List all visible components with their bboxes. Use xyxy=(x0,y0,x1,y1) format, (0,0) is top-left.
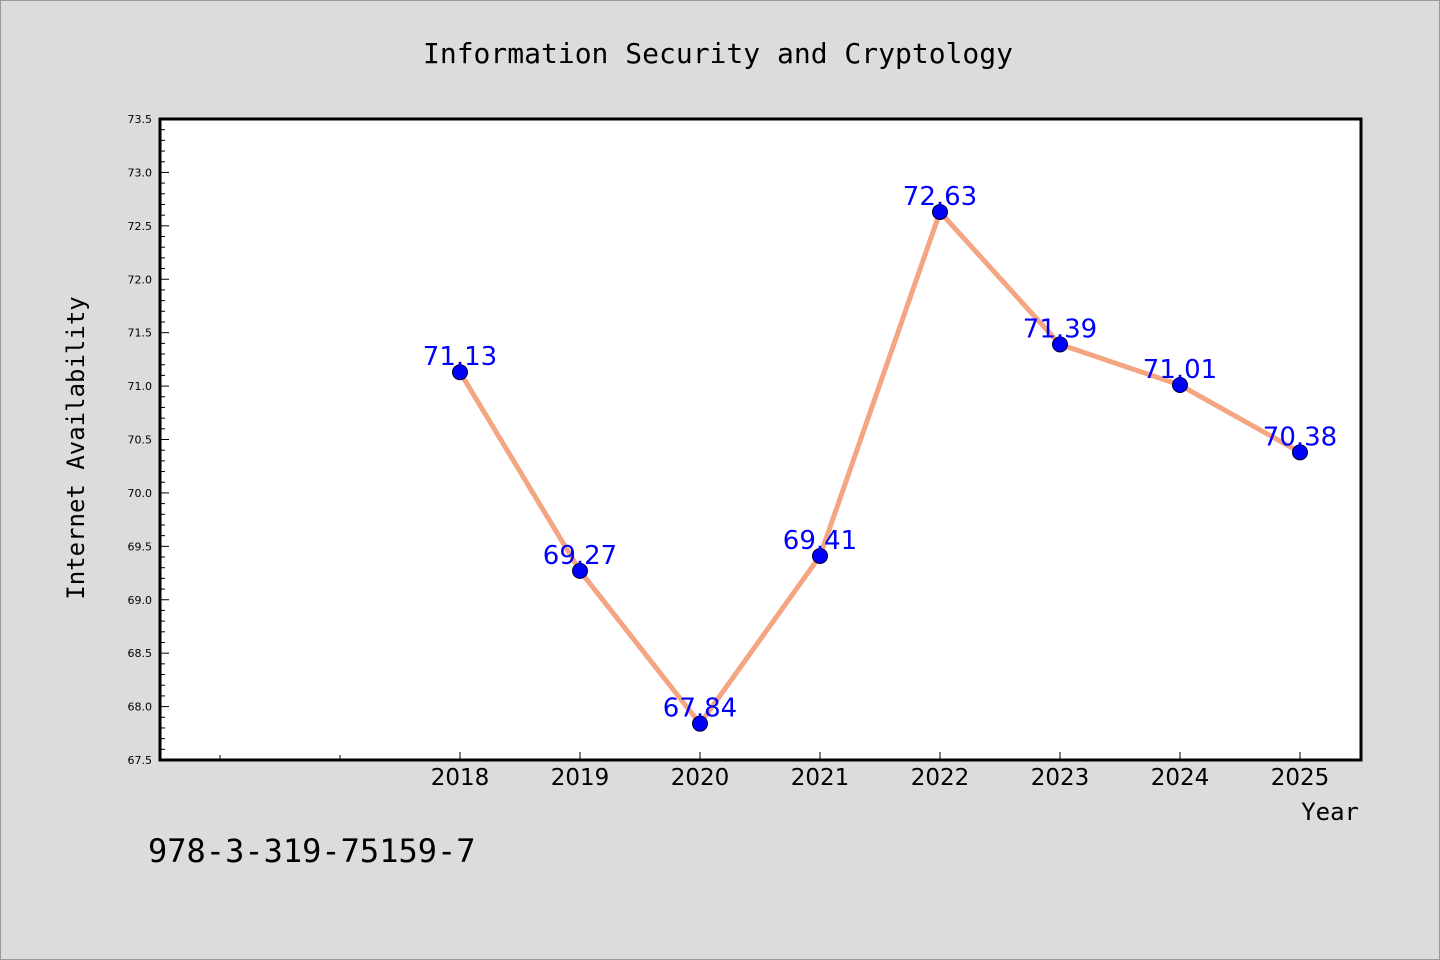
y-tick-label: 67.5 xyxy=(128,754,153,767)
y-tick-label: 71.0 xyxy=(128,380,153,393)
chart-title: Information Security and Cryptology xyxy=(423,37,1013,70)
data-label: 67.84 xyxy=(663,694,737,724)
data-point xyxy=(932,203,948,220)
isbn-code: 978-3-319-75159-7 xyxy=(148,832,476,870)
x-tick-label: 2022 xyxy=(911,765,970,791)
data-point xyxy=(1172,377,1188,394)
data-point xyxy=(1292,444,1308,461)
series-layer: 71.13 69.27 67.84 69.41 72.63 71.39 71.01 70.38 xyxy=(423,182,1337,732)
x-tick-label: 2018 xyxy=(431,765,490,791)
x-tick-label: 2024 xyxy=(1151,765,1210,791)
data-label: 72.63 xyxy=(903,182,977,212)
y-tick-label: 68.0 xyxy=(128,701,153,714)
y-tick-label: 72.0 xyxy=(128,273,153,286)
data-label: 71.39 xyxy=(1023,314,1097,344)
x-axis-label: Year xyxy=(1301,798,1359,826)
data-label: 70.38 xyxy=(1263,422,1337,452)
data-point xyxy=(1052,336,1068,353)
x-tick-label: 2021 xyxy=(791,765,850,791)
y-tick-label: 73.5 xyxy=(128,113,153,126)
x-tick-label: 2023 xyxy=(1031,765,1090,791)
data-point xyxy=(452,364,468,381)
y-tick-label: 69.5 xyxy=(128,540,153,553)
y-tick-label: 69.0 xyxy=(128,594,153,607)
x-tick-label: 2020 xyxy=(671,765,730,791)
y-tick-label: 73.0 xyxy=(128,166,153,179)
data-point xyxy=(812,547,828,564)
y-axis-label: Internet Availability xyxy=(62,296,90,599)
x-axis: 2018 2019 2020 2021 2022 2023 2024 2025 xyxy=(219,752,1330,791)
y-tick-label: 71.5 xyxy=(128,327,153,340)
plot-frame xyxy=(158,117,1363,762)
plot-area xyxy=(160,119,1361,760)
data-label: 71.13 xyxy=(423,342,497,372)
y-tick-label: 68.5 xyxy=(128,647,153,660)
data-point xyxy=(572,562,588,579)
series-line xyxy=(457,209,1303,727)
y-tick-label: 72.5 xyxy=(128,220,153,233)
data-label: 71.01 xyxy=(1143,355,1217,385)
x-tick-label: 2019 xyxy=(551,765,610,791)
y-tick-label: 70.5 xyxy=(128,434,153,447)
data-point xyxy=(692,715,708,732)
y-tick-label: 70.0 xyxy=(128,487,153,500)
x-tick-label: 2025 xyxy=(1271,765,1330,791)
data-label: 69.41 xyxy=(783,526,857,556)
data-label: 69.27 xyxy=(543,541,617,571)
